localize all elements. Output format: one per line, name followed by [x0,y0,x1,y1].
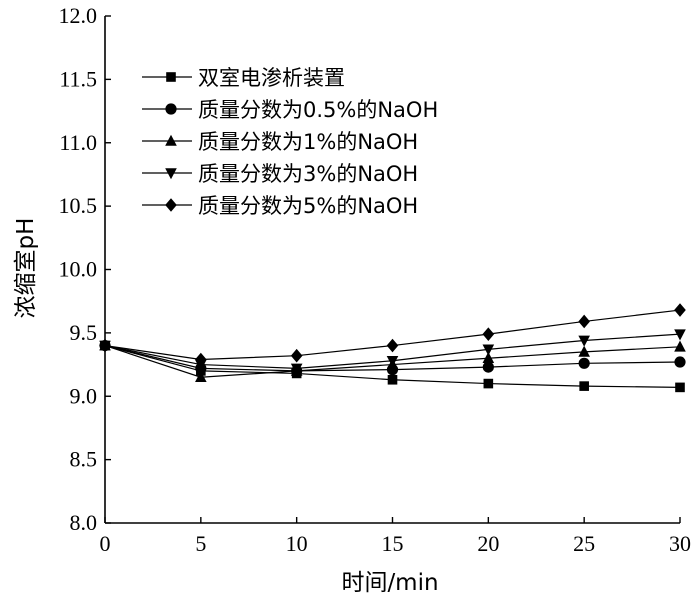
legend-label: 质量分数为0.5%的NaOH [198,98,438,122]
data-point [290,348,303,363]
data-point [578,345,590,357]
data-point [386,355,399,368]
data-point [579,381,589,391]
y-tick-label: 10.5 [59,193,98,218]
y-tick-label: 9.0 [70,383,98,408]
data-point [482,344,495,356]
legend-item: 双室电渗析装置 [142,66,345,90]
data-point [674,303,686,317]
data-point [578,357,590,369]
series-5 [99,303,686,367]
legend-item: 质量分数为0.5%的NaOH [142,98,438,122]
y-tick-label: 8.5 [70,447,98,472]
legend-marker [166,72,176,82]
legend-item: 质量分数为5%的NaOH [142,194,418,218]
y-tick-label: 11.5 [59,66,97,91]
data-point [482,327,495,341]
axes [104,16,680,524]
x-tick-label: 0 [100,531,111,556]
data-point [578,314,590,329]
legend-label: 质量分数为3%的NaOH [198,162,418,186]
legend-label: 质量分数为5%的NaOH [198,194,418,218]
y-tick-label: 11.0 [59,130,97,155]
legend-item: 质量分数为1%的NaOH [142,130,418,154]
legend-marker [165,103,177,115]
data-point [674,329,686,341]
legend-label: 双室电渗析装置 [198,66,345,90]
x-tick-label: 20 [477,531,499,556]
x-axis-title: 时间/min [341,570,438,596]
data-point [290,363,303,375]
series-layer [99,303,686,393]
data-point [674,356,686,368]
ticks: 0 5 10 15 20 25 30 8.0 8.5 9.0 9.5 10.0 10.5 11.0 11.5… [59,3,692,556]
data-point [195,352,207,367]
x-tick-label: 5 [195,531,206,556]
y-tick-label: 12.0 [59,3,98,28]
legend-label: 质量分数为1%的NaOH [198,130,418,154]
data-point [674,340,686,352]
data-point [195,370,207,383]
data-point [482,361,494,373]
data-point [482,351,495,364]
legend-item: 质量分数为3%的NaOH [142,162,418,186]
data-point [387,374,398,385]
legend-marker [165,134,177,146]
legend-marker [165,198,177,212]
data-point [99,338,111,353]
y-tick-label: 8.0 [70,510,98,535]
x-tick-label: 25 [573,531,595,556]
legend-marker [165,168,177,180]
data-point [386,338,399,353]
x-tick-label: 15 [382,531,404,556]
data-point [578,335,590,347]
data-point [483,378,494,389]
y-axis-title: 浓缩室pH [13,218,39,319]
x-tick-label: 10 [286,531,308,556]
x-tick-label: 30 [669,531,691,556]
y-tick-label: 9.5 [70,320,98,345]
data-point [675,382,685,393]
y-tick-label: 10.0 [59,257,98,282]
